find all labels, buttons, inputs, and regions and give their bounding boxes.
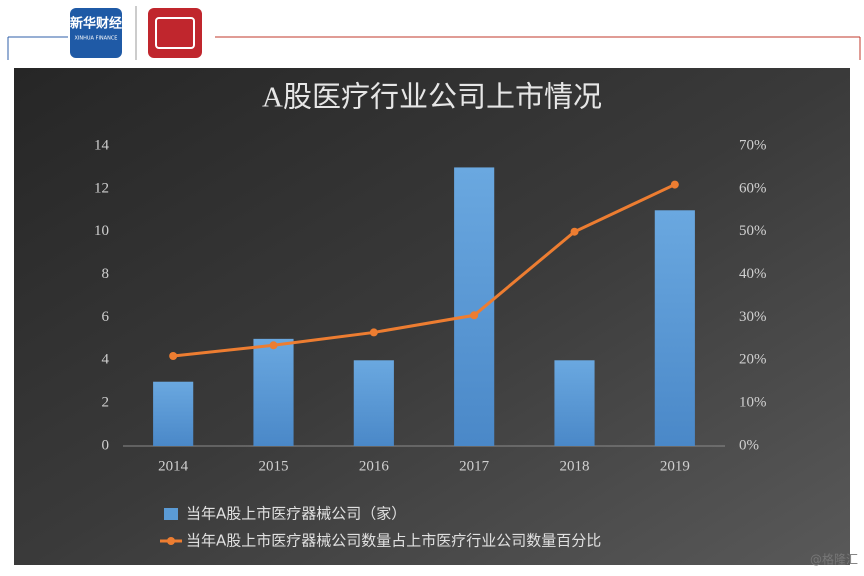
y-tick-label: 10 [94,223,109,239]
y2-tick-label: 10% [739,395,767,411]
credit: @格隆汇 [810,552,858,567]
logo-text: 新华财经 [70,16,122,32]
y-tick-label: 14 [94,137,110,153]
y-tick-label: 12 [94,180,109,196]
logo [70,8,122,58]
logo [148,8,202,58]
legend-swatch [164,508,178,520]
y-tick-label: 2 [102,395,110,411]
bar [554,360,595,446]
y2-tick-label: 50% [739,223,767,239]
legend-swatch [167,537,175,545]
y2-tick-label: 20% [739,352,767,368]
bar [654,210,695,446]
bar [253,338,294,446]
x-tick-label: 2014 [158,458,189,474]
y-tick-label: 4 [102,352,110,368]
x-tick-label: 2018 [560,458,590,474]
logo-mark [155,17,195,49]
legend-label: 当年A股上市医疗器械公司（家） [186,505,406,523]
line-point [670,180,679,189]
chart-title: A股医疗行业公司上市情况 [262,81,602,114]
y2-tick-label: 70% [739,137,767,153]
chart-panel [14,68,850,565]
x-tick-label: 2019 [660,458,690,474]
y-tick-label: 8 [102,266,110,282]
line-point [470,311,479,320]
x-tick-label: 2016 [359,458,390,474]
bar [454,167,495,446]
line-point [369,328,378,337]
line-point [570,227,579,236]
y2-tick-label: 30% [739,309,767,325]
logo-subtext: XINHUA FINANCE [75,36,118,42]
line [173,183,676,358]
y2-tick-label: 0% [739,437,759,453]
x-tick-label: 2015 [259,458,289,474]
y2-tick-label: 60% [739,180,767,196]
bar [353,360,394,446]
x-tick-label: 2017 [459,458,490,474]
y-tick-label: 0 [102,437,110,453]
y-tick-label: 6 [102,309,110,325]
line-point [169,352,178,360]
y2-tick-label: 40% [739,266,767,282]
line-point [269,341,278,350]
legend-label: 当年A股上市医疗器械公司数量占上市医疗行业公司数量百分比 [186,532,601,550]
bar [153,381,194,446]
